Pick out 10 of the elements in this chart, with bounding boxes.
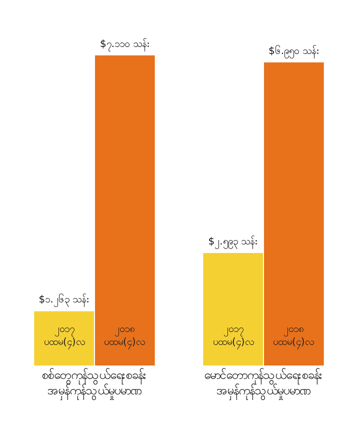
x-tick-label: စစ်တွေကုန်သွယ်ရေးစခန်း အမှန်ကုန်သွယ်မှုပမာဏ <box>42 367 147 401</box>
series-label: ၂၀၁၈ ပထမ(၄)လ <box>104 324 145 350</box>
text: ၂၀၁၇ ပထမ(၄)လ <box>213 324 254 348</box>
text: ၂၀၁၈ ပထမ(၄)လ <box>273 324 314 348</box>
data-label: $၇.၁၁၀ သန်း <box>100 36 150 52</box>
data-label: $၁.၂၆၃ သန်း <box>38 292 90 308</box>
data-label: $၆.၉၅၀ သန်း <box>268 44 320 59</box>
x-tick-label: မောင်တောကုန်သွယ်ရေးစခန်း အမှန်ကုန်သွယ်မှုပမာဏ <box>204 367 323 401</box>
series-label: ၂၀၁၇ ပထမ(၄)လ <box>44 324 85 350</box>
data-label: $၂.၅၉၃ သန်း <box>208 234 258 250</box>
